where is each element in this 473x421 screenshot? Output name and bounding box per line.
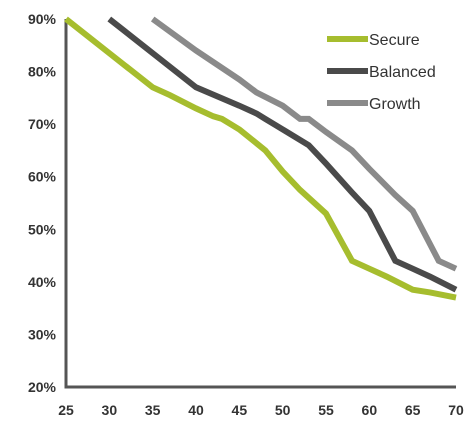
y-tick-label: 40% bbox=[28, 274, 57, 290]
x-tick-label: 60 bbox=[362, 402, 378, 418]
x-tick-label: 55 bbox=[318, 402, 334, 418]
x-tick-label: 40 bbox=[188, 402, 204, 418]
y-tick-label: 70% bbox=[28, 116, 57, 132]
x-tick-label: 25 bbox=[58, 402, 74, 418]
y-tick-label: 60% bbox=[28, 169, 57, 185]
y-tick-label: 50% bbox=[28, 221, 57, 237]
series-line-balanced bbox=[107, 16, 458, 293]
legend-label-growth: Growth bbox=[369, 96, 421, 113]
series-lines bbox=[64, 16, 458, 301]
axes: 20% 30% 40% 50% 60% 70% 80% 90% 25 30 35 40 45 50 55 60… bbox=[28, 11, 464, 418]
legend-label-balanced: Balanced bbox=[369, 64, 436, 81]
series-line-secure bbox=[64, 16, 457, 301]
y-tick-label: 80% bbox=[28, 64, 57, 80]
y-tick-label: 90% bbox=[28, 11, 57, 27]
series-line-growth bbox=[150, 16, 458, 272]
x-tick-label: 30 bbox=[102, 402, 118, 418]
x-tick-label: 45 bbox=[232, 402, 248, 418]
legend: Secure Balanced Growth bbox=[327, 32, 436, 113]
y-tick-label: 30% bbox=[28, 326, 57, 342]
x-tick-label: 35 bbox=[145, 402, 161, 418]
x-tick-label: 50 bbox=[275, 402, 291, 418]
y-tick-label: 20% bbox=[28, 379, 57, 395]
legend-label-secure: Secure bbox=[369, 32, 420, 49]
x-tick-label: 70 bbox=[448, 402, 464, 418]
x-tick-label: 65 bbox=[405, 402, 421, 418]
